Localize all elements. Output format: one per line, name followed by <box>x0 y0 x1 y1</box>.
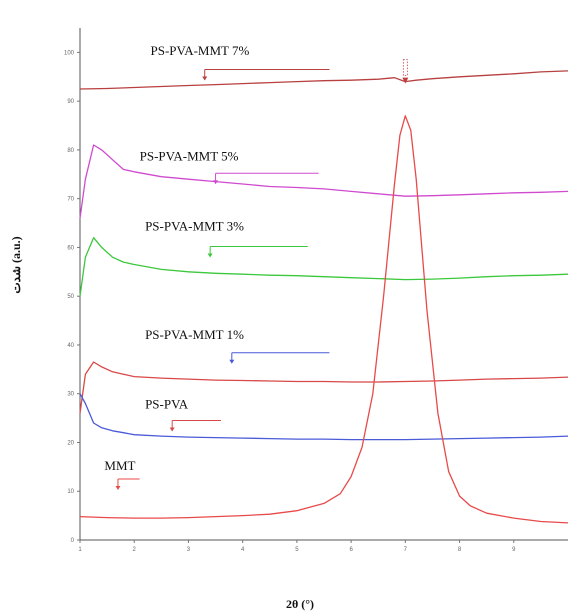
label-arrow-icon <box>229 359 235 364</box>
series-line-1 <box>79 144 569 219</box>
series-line-4 <box>79 393 569 441</box>
y-tick-label: 0 <box>71 538 75 544</box>
x-tick-label: 2 <box>133 547 137 553</box>
y-tick-label: 10 <box>67 489 74 495</box>
series-lines <box>79 70 569 524</box>
x-axis-title: 2θ (°) <box>286 597 314 611</box>
series-labels: PS-PVA-MMT 7% PS-PVA-MMT 5% PS-PVA-MMT 3% P… <box>104 43 409 491</box>
x-tick-label: 3 <box>187 547 191 553</box>
x-tick-label: 8 <box>458 547 462 553</box>
y-tick-label: 90 <box>67 99 74 105</box>
y-tick-label: 20 <box>67 440 74 446</box>
label-arrow-icon <box>207 253 213 258</box>
label-arrow-icon <box>202 76 208 81</box>
series-line-3 <box>79 361 569 414</box>
peak-marker-icon <box>402 59 408 77</box>
label-arrow-icon <box>213 180 219 185</box>
x-tick-label: 4 <box>241 547 245 553</box>
y-tick-label: 60 <box>67 245 74 251</box>
y-tick-label: 30 <box>67 392 74 398</box>
x-tick-label: 5 <box>295 547 299 553</box>
y-tick-label: 40 <box>67 343 74 349</box>
peak-arrow-icon <box>402 77 409 84</box>
series-line-0 <box>79 70 569 90</box>
x-tick-label: 7 <box>404 547 408 553</box>
y-tick-label: 50 <box>67 294 74 300</box>
y-axis-title: شدت (a.u.) <box>9 236 23 293</box>
x-tick-label: 9 <box>512 547 516 553</box>
series-label-5: MMT <box>104 458 135 473</box>
series-line-2 <box>79 237 569 297</box>
series-label-1: PS-PVA-MMT 5% <box>140 149 239 164</box>
axes <box>79 28 568 541</box>
y-tick-label: 80 <box>67 148 74 154</box>
y-tick-label: 70 <box>67 197 74 203</box>
series-label-2: PS-PVA-MMT 3% <box>145 218 244 233</box>
x-tick-label: 6 <box>349 547 353 553</box>
label-arrow-icon <box>169 427 175 432</box>
x-tick-label: 1 <box>78 547 82 553</box>
series-line-5 <box>79 115 569 524</box>
series-label-0: PS-PVA-MMT 7% <box>150 43 249 58</box>
y-tick-label: 100 <box>64 50 75 56</box>
series-label-4: PS-PVA <box>145 396 189 411</box>
label-arrow-icon <box>115 486 121 491</box>
series-label-3: PS-PVA-MMT 1% <box>145 327 244 342</box>
